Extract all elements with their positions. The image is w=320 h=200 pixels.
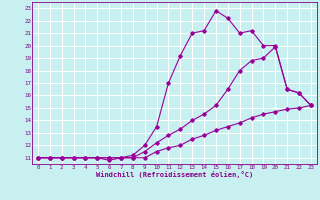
X-axis label: Windchill (Refroidissement éolien,°C): Windchill (Refroidissement éolien,°C) — [96, 171, 253, 178]
